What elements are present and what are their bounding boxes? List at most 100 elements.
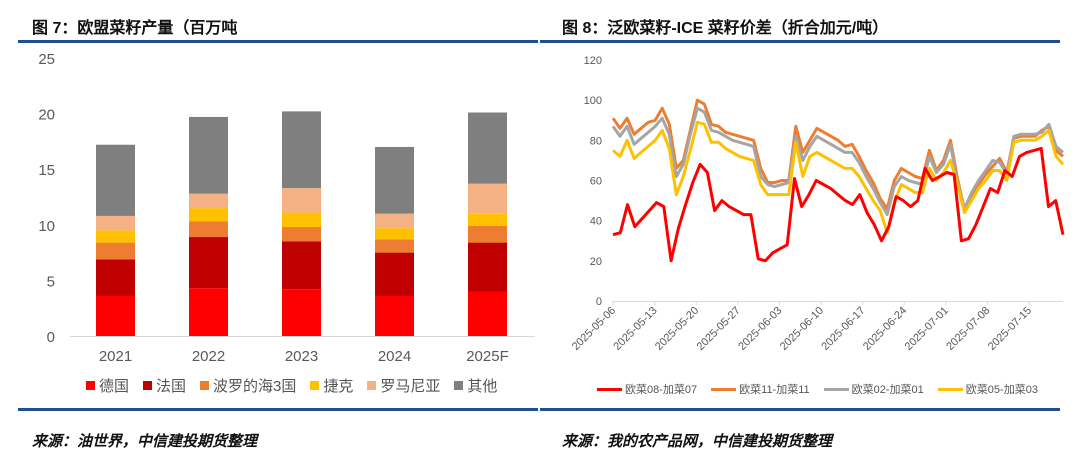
line-x-tick-label: 2025-06-17 — [819, 305, 867, 353]
right-title-rule — [540, 40, 1060, 43]
legend-line-swatch — [823, 387, 849, 391]
bar-segment — [282, 188, 321, 213]
bar-x-tick-label: 2021 — [99, 348, 132, 365]
legend-label: 欧菜05-加菜03 — [965, 384, 1038, 396]
line-x-tick-label: 2025-06-24 — [861, 305, 909, 353]
line-x-tick-label: 2025-05-06 — [570, 305, 618, 353]
bar-segment — [189, 221, 228, 238]
legend-swatch — [143, 381, 153, 390]
bar-legend-item: 其他 — [454, 375, 497, 396]
legend-line-swatch — [597, 387, 622, 391]
line-y-tick-label: 20 — [590, 256, 602, 268]
legend-label: 波罗的海3国 — [213, 378, 297, 395]
bar-y-tick-label: 0 — [47, 329, 55, 346]
left-figure-title: 图 7：欧盟菜籽产量（百万吨 — [32, 20, 238, 37]
legend-label: 欧菜02-加菜01 — [851, 384, 924, 396]
bar-y-tick-label: 15 — [38, 162, 55, 179]
bar-segment — [96, 144, 135, 216]
line-x-tick-label: 2025-07-15 — [986, 305, 1034, 353]
line-x-tick-label: 2025-05-20 — [653, 305, 701, 353]
legend-swatch — [200, 381, 210, 390]
bar-segment — [189, 237, 228, 289]
bar-segment — [189, 193, 228, 209]
line-y-tick-label: 100 — [584, 95, 602, 107]
bar-segment — [282, 227, 321, 242]
legend-label: 欧菜08-加菜07 — [625, 384, 698, 396]
bar-legend-item: 法国 — [143, 375, 186, 396]
bar-y-tick-label: 25 — [38, 51, 55, 68]
bar-segment — [189, 116, 228, 194]
right-bottom-rule — [540, 408, 1060, 411]
legend-label: 其他 — [467, 378, 498, 395]
bar-segment — [282, 111, 321, 189]
bar-segment — [282, 241, 321, 290]
right-figure-title: 图 8：泛欧菜籽-ICE 菜籽价差（折合加元/吨） — [562, 20, 889, 37]
bar-segment — [282, 289, 321, 336]
bar-x-tick-label: 2022 — [192, 348, 225, 365]
line-y-tick-label: 120 — [584, 55, 602, 67]
line-x-tick-label: 2025-06-10 — [778, 305, 826, 353]
bar-legend-item: 德国 — [86, 375, 129, 396]
line-x-tick-label: 2025-07-01 — [903, 305, 951, 353]
right-source: 来源：我的农产品网，中信建投期货整理 — [562, 433, 833, 450]
bar-segment — [375, 146, 414, 214]
bar-y-tick-label: 10 — [38, 218, 55, 235]
bar-legend: 德国 法国 波罗的海3国 捷克 罗马尼亚 其他 — [86, 375, 511, 396]
bar-segment — [189, 208, 228, 222]
bar-segment — [96, 259, 135, 296]
bar-segment — [468, 242, 507, 292]
bar-segment — [468, 213, 507, 226]
bar-x-tick-label: 2024 — [378, 348, 411, 365]
line-legend-item: 欧菜11-加菜11 — [711, 381, 810, 397]
line-y-tick-label: 60 — [590, 176, 602, 188]
line-series-3 — [611, 106, 1064, 217]
bar-y-tick-label: 20 — [38, 107, 55, 124]
bar-y-tick-label: 5 — [47, 273, 55, 290]
line-y-tick-label: 0 — [596, 296, 602, 308]
legend-line-swatch — [711, 387, 737, 391]
bar-segment — [96, 295, 135, 336]
legend-label: 德国 — [99, 378, 130, 395]
legend-line-swatch — [937, 387, 963, 391]
bar-segment — [375, 239, 414, 253]
line-x-tick-label: 2025-07-08 — [944, 305, 992, 353]
bar-legend-item: 罗马尼亚 — [367, 375, 440, 396]
line-legend: 欧菜08-加菜07 欧菜11-加菜11 欧菜02-加菜01 欧菜05-加菜03 — [597, 381, 1052, 397]
bar-segment — [282, 212, 321, 228]
line-legend-item: 欧菜08-加菜07 — [597, 381, 697, 397]
bar-x-tick-label: 2025F — [466, 348, 509, 365]
legend-swatch — [86, 381, 95, 390]
bar-segment — [96, 230, 135, 243]
legend-swatch — [310, 381, 320, 390]
bar-segment — [375, 228, 414, 240]
legend-label: 法国 — [156, 378, 187, 395]
bar-segment — [468, 112, 507, 184]
left-title-rule — [18, 40, 538, 43]
bar-segment — [189, 288, 228, 336]
bar-segment — [375, 295, 414, 336]
bar-segment — [96, 215, 135, 231]
bar-legend-item: 波罗的海3国 — [200, 375, 296, 396]
bar-segment — [96, 242, 135, 260]
legend-label: 捷克 — [323, 378, 354, 395]
bar-segment — [375, 252, 414, 296]
bar-segment — [468, 291, 507, 336]
line-legend-item: 欧菜05-加菜03 — [937, 381, 1038, 397]
bar-legend-item: 捷克 — [310, 375, 353, 396]
line-legend-item: 欧菜02-加菜01 — [823, 381, 924, 397]
bar-segment — [375, 213, 414, 229]
legend-swatch — [454, 381, 464, 390]
left-bottom-rule — [18, 408, 538, 411]
bar-x-tick-label: 2023 — [285, 348, 318, 365]
line-x-tick-label: 2025-05-27 — [695, 305, 743, 353]
line-series-1 — [612, 146, 1065, 263]
line-y-tick-label: 40 — [590, 216, 602, 228]
line-x-tick-label: 2025-06-03 — [736, 305, 784, 353]
line-series-4 — [612, 120, 1065, 235]
bar-segment — [468, 225, 507, 243]
legend-label: 欧菜11-加菜11 — [739, 384, 810, 396]
legend-label: 罗马尼亚 — [380, 378, 441, 395]
line-y-tick-label: 80 — [590, 135, 602, 147]
bar-chart: 0 5 10 15 20 25 2021 2022 2023 2024 2025F — [38, 51, 535, 365]
